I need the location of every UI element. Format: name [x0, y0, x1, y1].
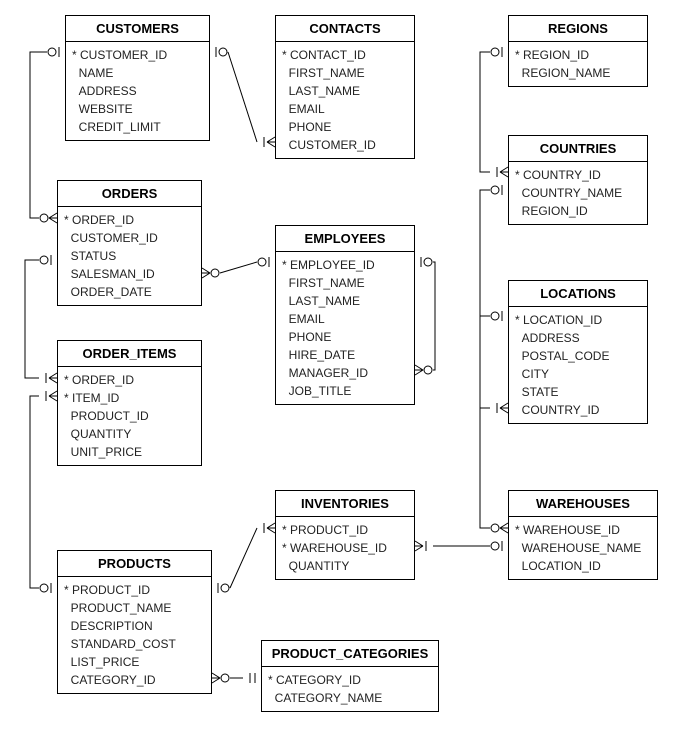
entity-title: WAREHOUSES — [509, 491, 657, 517]
er-diagram-canvas: CUSTOMERS* CUSTOMER_ID NAME ADDRESS WEBS… — [0, 0, 677, 740]
entity-field: WEBSITE — [72, 100, 203, 118]
entity-body: * ORDER_ID CUSTOMER_ID STATUS SALESMAN_I… — [58, 207, 201, 305]
entity-field: CUSTOMER_ID — [282, 136, 408, 154]
entity-title: CONTACTS — [276, 16, 414, 42]
entity-field: HIRE_DATE — [282, 346, 408, 364]
entity-field: * REGION_ID — [515, 46, 641, 64]
entity-field: LIST_PRICE — [64, 653, 205, 671]
entity-field: ADDRESS — [515, 329, 641, 347]
entity-field: CREDIT_LIMIT — [72, 118, 203, 136]
entity-field: COUNTRY_NAME — [515, 184, 641, 202]
entity-countries: COUNTRIES* COUNTRY_ID COUNTRY_NAME REGIO… — [508, 135, 648, 225]
entity-title: INVENTORIES — [276, 491, 414, 517]
entity-body: * PRODUCT_ID* WAREHOUSE_ID QUANTITY — [276, 517, 414, 579]
entity-title: LOCATIONS — [509, 281, 647, 307]
entity-body: * WAREHOUSE_ID WAREHOUSE_NAME LOCATION_I… — [509, 517, 657, 579]
entity-title: COUNTRIES — [509, 136, 647, 162]
entity-body: * EMPLOYEE_ID FIRST_NAME LAST_NAME EMAIL… — [276, 252, 414, 404]
entity-field: CATEGORY_ID — [64, 671, 205, 689]
entity-products: PRODUCTS* PRODUCT_ID PRODUCT_NAME DESCRI… — [57, 550, 212, 694]
entity-field: SALESMAN_ID — [64, 265, 195, 283]
entity-field: ORDER_DATE — [64, 283, 195, 301]
entity-employees: EMPLOYEES* EMPLOYEE_ID FIRST_NAME LAST_N… — [275, 225, 415, 405]
entity-title: ORDER_ITEMS — [58, 341, 201, 367]
entity-field: * EMPLOYEE_ID — [282, 256, 408, 274]
entity-field: REGION_NAME — [515, 64, 641, 82]
entity-contacts: CONTACTS* CONTACT_ID FIRST_NAME LAST_NAM… — [275, 15, 415, 159]
entity-field: PRODUCT_NAME — [64, 599, 205, 617]
entity-field: * ORDER_ID — [64, 211, 195, 229]
entity-field: STATE — [515, 383, 641, 401]
entity-field: POSTAL_CODE — [515, 347, 641, 365]
entity-field: * ITEM_ID — [64, 389, 195, 407]
entity-field: WAREHOUSE_NAME — [515, 539, 651, 557]
entity-field: PRODUCT_ID — [64, 407, 195, 425]
entity-field: NAME — [72, 64, 203, 82]
entity-locations: LOCATIONS* LOCATION_ID ADDRESS POSTAL_CO… — [508, 280, 648, 424]
entity-field: ADDRESS — [72, 82, 203, 100]
entity-field: PHONE — [282, 118, 408, 136]
entity-orders: ORDERS* ORDER_ID CUSTOMER_ID STATUS SALE… — [57, 180, 202, 306]
entity-product_categories: PRODUCT_CATEGORIES* CATEGORY_ID CATEGORY… — [261, 640, 439, 712]
entity-field: QUANTITY — [64, 425, 195, 443]
entity-body: * REGION_ID REGION_NAME — [509, 42, 647, 86]
entity-field: FIRST_NAME — [282, 64, 408, 82]
entity-title: CUSTOMERS — [66, 16, 209, 42]
entity-title: REGIONS — [509, 16, 647, 42]
entity-field: UNIT_PRICE — [64, 443, 195, 461]
entity-title: PRODUCT_CATEGORIES — [262, 641, 438, 667]
entity-body: * CONTACT_ID FIRST_NAME LAST_NAME EMAIL … — [276, 42, 414, 158]
entity-field: MANAGER_ID — [282, 364, 408, 382]
entity-title: EMPLOYEES — [276, 226, 414, 252]
entity-field: EMAIL — [282, 100, 408, 118]
entity-field: * CATEGORY_ID — [268, 671, 432, 689]
entity-regions: REGIONS* REGION_ID REGION_NAME — [508, 15, 648, 87]
entity-body: * CUSTOMER_ID NAME ADDRESS WEBSITE CREDI… — [66, 42, 209, 140]
entity-field: STANDARD_COST — [64, 635, 205, 653]
entity-field: LAST_NAME — [282, 82, 408, 100]
entity-field: CATEGORY_NAME — [268, 689, 432, 707]
entity-field: * LOCATION_ID — [515, 311, 641, 329]
entity-warehouses: WAREHOUSES* WAREHOUSE_ID WAREHOUSE_NAME … — [508, 490, 658, 580]
entity-field: COUNTRY_ID — [515, 401, 641, 419]
entity-title: ORDERS — [58, 181, 201, 207]
entity-body: * PRODUCT_ID PRODUCT_NAME DESCRIPTION ST… — [58, 577, 211, 693]
entity-field: * CONTACT_ID — [282, 46, 408, 64]
entity-field: * COUNTRY_ID — [515, 166, 641, 184]
entity-body: * COUNTRY_ID COUNTRY_NAME REGION_ID — [509, 162, 647, 224]
entity-body: * CATEGORY_ID CATEGORY_NAME — [262, 667, 438, 711]
entity-field: LAST_NAME — [282, 292, 408, 310]
entity-field: QUANTITY — [282, 557, 408, 575]
entity-title: PRODUCTS — [58, 551, 211, 577]
entity-field: REGION_ID — [515, 202, 641, 220]
entity-field: DESCRIPTION — [64, 617, 205, 635]
entity-field: EMAIL — [282, 310, 408, 328]
entity-inventories: INVENTORIES* PRODUCT_ID* WAREHOUSE_ID QU… — [275, 490, 415, 580]
entity-body: * ORDER_ID* ITEM_ID PRODUCT_ID QUANTITY … — [58, 367, 201, 465]
entity-field: * CUSTOMER_ID — [72, 46, 203, 64]
entity-field: PHONE — [282, 328, 408, 346]
entity-field: * ORDER_ID — [64, 371, 195, 389]
entity-field: CITY — [515, 365, 641, 383]
entity-field: * WAREHOUSE_ID — [515, 521, 651, 539]
entity-field: CUSTOMER_ID — [64, 229, 195, 247]
entity-field: STATUS — [64, 247, 195, 265]
entity-field: LOCATION_ID — [515, 557, 651, 575]
entity-body: * LOCATION_ID ADDRESS POSTAL_CODE CITY S… — [509, 307, 647, 423]
entity-field: * PRODUCT_ID — [282, 521, 408, 539]
entity-order_items: ORDER_ITEMS* ORDER_ID* ITEM_ID PRODUCT_I… — [57, 340, 202, 466]
entity-field: * PRODUCT_ID — [64, 581, 205, 599]
entity-customers: CUSTOMERS* CUSTOMER_ID NAME ADDRESS WEBS… — [65, 15, 210, 141]
entity-field: FIRST_NAME — [282, 274, 408, 292]
entity-field: * WAREHOUSE_ID — [282, 539, 408, 557]
entity-field: JOB_TITLE — [282, 382, 408, 400]
